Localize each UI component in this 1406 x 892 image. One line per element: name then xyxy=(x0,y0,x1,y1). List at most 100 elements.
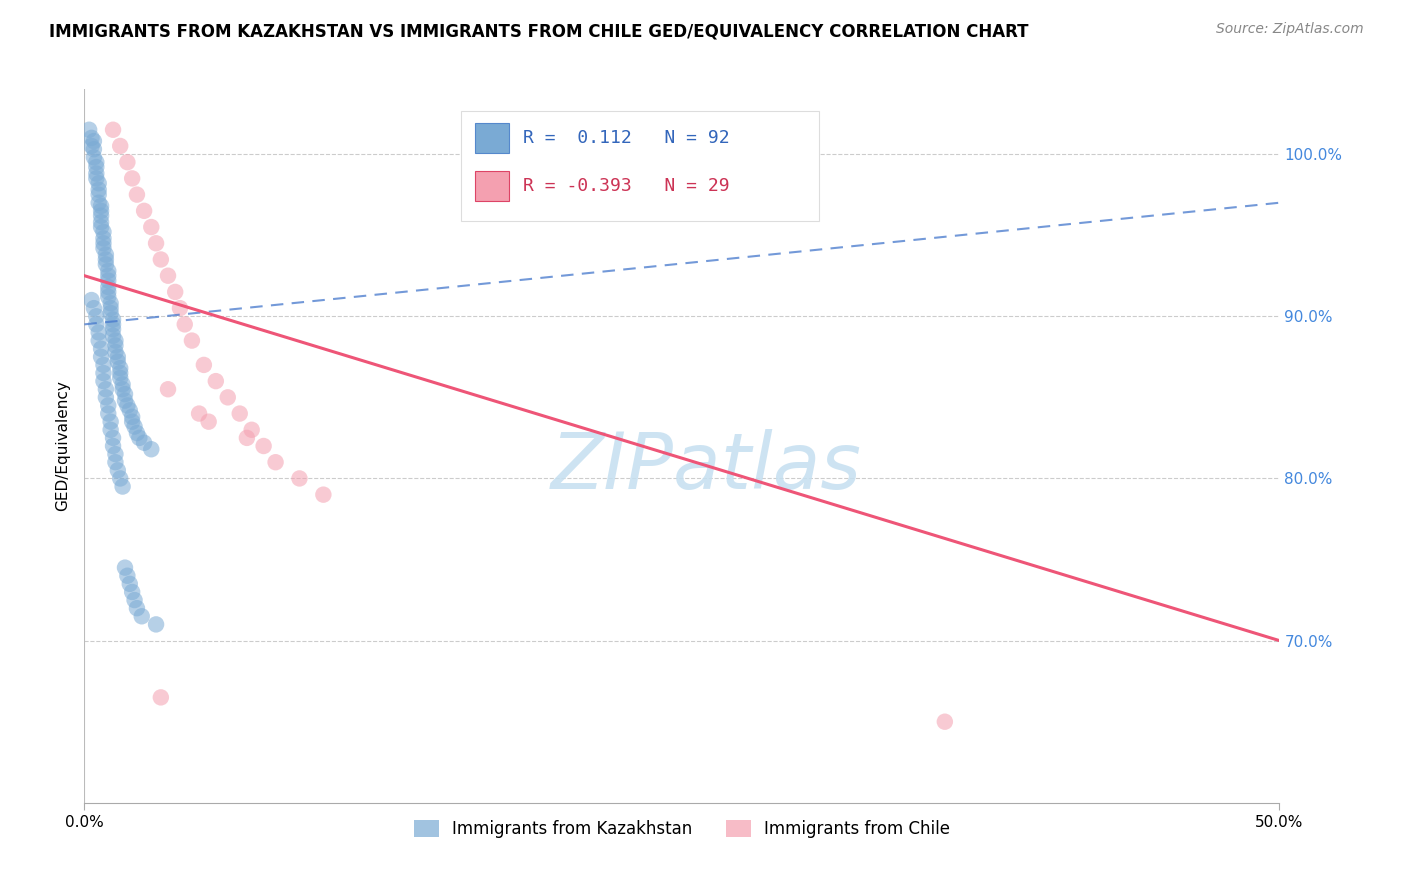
Point xyxy=(90,209,112,223)
Point xyxy=(253,439,276,453)
Point xyxy=(101,439,124,453)
Point xyxy=(141,442,163,457)
Point xyxy=(101,312,124,326)
Point xyxy=(90,203,112,218)
Point xyxy=(110,471,132,485)
Point xyxy=(125,187,148,202)
Point xyxy=(86,160,108,174)
Point xyxy=(86,155,108,169)
Point xyxy=(117,399,139,413)
Bar xyxy=(475,123,509,153)
Point xyxy=(217,390,239,404)
Point xyxy=(87,176,110,190)
Point xyxy=(97,274,120,288)
Point xyxy=(197,415,219,429)
Point xyxy=(236,431,259,445)
Point xyxy=(104,334,127,348)
Point xyxy=(100,415,122,429)
Point xyxy=(101,318,124,332)
Bar xyxy=(475,170,509,201)
Point xyxy=(100,296,122,310)
Point xyxy=(229,407,252,421)
Point xyxy=(114,393,136,408)
Point xyxy=(124,419,146,434)
Point xyxy=(111,377,134,392)
Point xyxy=(165,285,187,299)
Point xyxy=(87,326,110,340)
Point xyxy=(94,257,117,271)
Legend: Immigrants from Kazakhstan, Immigrants from Chile: Immigrants from Kazakhstan, Immigrants f… xyxy=(408,813,956,845)
Point xyxy=(117,155,139,169)
Point xyxy=(93,225,115,239)
Point xyxy=(111,382,134,396)
Point xyxy=(124,593,146,607)
Point xyxy=(80,131,103,145)
Point xyxy=(110,366,132,380)
Point xyxy=(97,290,120,304)
Point xyxy=(128,431,150,445)
Point xyxy=(90,350,112,364)
Point xyxy=(100,301,122,315)
Point xyxy=(114,387,136,401)
Point xyxy=(169,301,191,315)
Point xyxy=(77,122,100,136)
Point xyxy=(101,122,124,136)
Point xyxy=(121,409,143,424)
Text: R = -0.393   N = 29: R = -0.393 N = 29 xyxy=(523,177,730,194)
Point xyxy=(94,247,117,261)
Point xyxy=(125,425,148,440)
Point xyxy=(111,479,134,493)
Point xyxy=(157,268,180,283)
Point xyxy=(149,690,172,705)
Point xyxy=(131,609,153,624)
Point xyxy=(107,350,129,364)
Text: Source: ZipAtlas.com: Source: ZipAtlas.com xyxy=(1216,22,1364,37)
Point xyxy=(157,382,180,396)
Point xyxy=(87,187,110,202)
Point xyxy=(94,382,117,396)
Point xyxy=(86,167,108,181)
Point xyxy=(87,334,110,348)
Point xyxy=(101,322,124,336)
Point xyxy=(264,455,287,469)
Point xyxy=(101,431,124,445)
Point xyxy=(90,199,112,213)
Point xyxy=(93,358,115,372)
Point xyxy=(114,560,136,574)
Point xyxy=(104,338,127,352)
Point xyxy=(118,577,141,591)
Point xyxy=(240,423,263,437)
Point xyxy=(288,471,311,485)
Point xyxy=(87,195,110,210)
Point xyxy=(117,568,139,582)
Point xyxy=(93,374,115,388)
Point xyxy=(97,407,120,421)
Point xyxy=(149,252,172,267)
Point xyxy=(145,617,167,632)
Point xyxy=(86,171,108,186)
Point xyxy=(188,407,211,421)
Point xyxy=(110,371,132,385)
Point xyxy=(80,139,103,153)
Point xyxy=(181,334,204,348)
Point xyxy=(141,220,163,235)
Point xyxy=(83,150,105,164)
Point xyxy=(97,399,120,413)
Point xyxy=(94,252,117,267)
Point xyxy=(83,134,105,148)
Point xyxy=(86,310,108,324)
Point xyxy=(86,318,108,332)
Point xyxy=(118,403,141,417)
Point xyxy=(125,601,148,615)
Point xyxy=(173,318,195,332)
Point xyxy=(104,455,127,469)
Text: IMMIGRANTS FROM KAZAKHSTAN VS IMMIGRANTS FROM CHILE GED/EQUIVALENCY CORRELATION : IMMIGRANTS FROM KAZAKHSTAN VS IMMIGRANTS… xyxy=(49,22,1029,40)
Point xyxy=(110,361,132,376)
Point xyxy=(93,366,115,380)
Point xyxy=(312,488,335,502)
Point xyxy=(93,241,115,255)
Point xyxy=(121,585,143,599)
FancyBboxPatch shape xyxy=(461,111,820,221)
Text: R =  0.112   N = 92: R = 0.112 N = 92 xyxy=(523,128,730,146)
Point xyxy=(90,220,112,235)
